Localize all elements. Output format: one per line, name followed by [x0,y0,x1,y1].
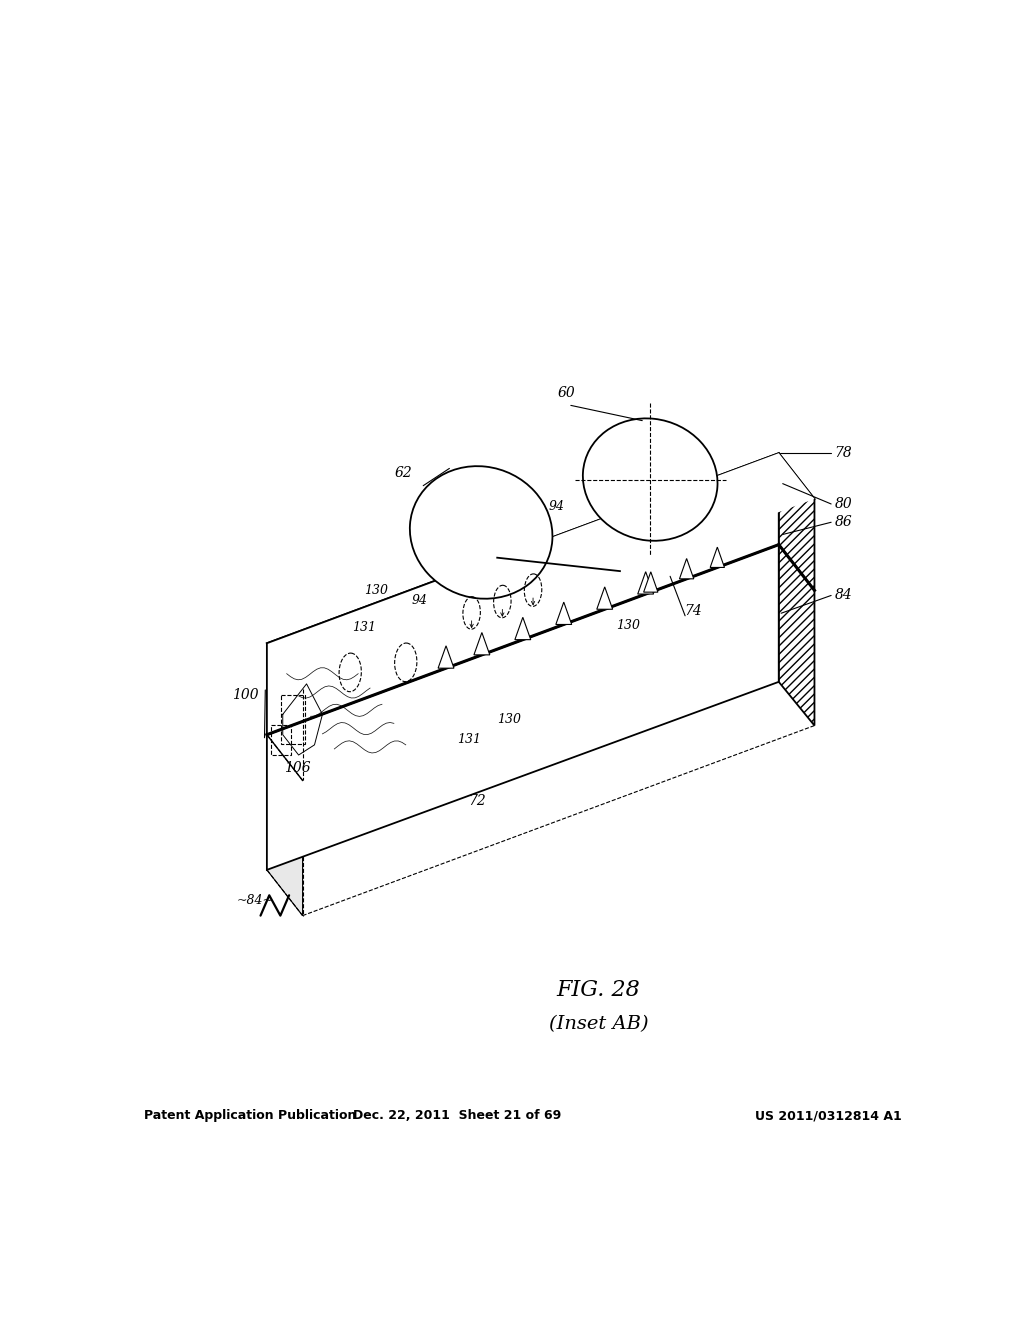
Text: 100: 100 [232,688,259,702]
Polygon shape [267,643,303,780]
Bar [281,696,304,744]
Ellipse shape [583,418,718,541]
Text: 131: 131 [458,734,481,746]
Polygon shape [267,545,778,870]
Polygon shape [474,632,489,655]
Text: (Inset AB): (Inset AB) [549,1015,648,1034]
Text: FIG. 28: FIG. 28 [557,979,640,1001]
Text: 80: 80 [835,496,852,511]
Polygon shape [644,572,658,593]
Text: 78: 78 [835,446,852,461]
Text: 94: 94 [412,594,428,607]
Text: 130: 130 [497,713,521,726]
Polygon shape [556,602,571,624]
Polygon shape [267,735,303,916]
Text: 94: 94 [549,499,564,512]
Text: 84: 84 [835,589,852,602]
Text: Patent Application Publication: Patent Application Publication [143,1109,356,1122]
Text: 62: 62 [394,466,413,480]
Text: 131: 131 [352,622,377,635]
Text: 86: 86 [835,515,852,529]
Text: Dec. 22, 2011  Sheet 21 of 69: Dec. 22, 2011 Sheet 21 of 69 [353,1109,561,1122]
Polygon shape [267,453,814,689]
Polygon shape [267,453,778,735]
Bar [270,725,291,755]
Polygon shape [597,587,612,610]
Text: 72: 72 [468,793,486,808]
Polygon shape [515,618,530,640]
Polygon shape [438,645,454,668]
Polygon shape [778,545,814,726]
Polygon shape [711,546,724,568]
Polygon shape [680,558,693,579]
Text: 106: 106 [284,762,310,775]
Text: 74: 74 [684,603,701,618]
Polygon shape [778,453,814,590]
Text: 60: 60 [558,387,575,400]
Text: 130: 130 [365,583,388,597]
Text: US 2011/0312814 A1: US 2011/0312814 A1 [755,1109,902,1122]
Text: 130: 130 [616,619,640,632]
Ellipse shape [410,466,553,599]
Polygon shape [498,453,814,572]
Text: ~84~: ~84~ [237,894,273,907]
Polygon shape [638,572,653,594]
